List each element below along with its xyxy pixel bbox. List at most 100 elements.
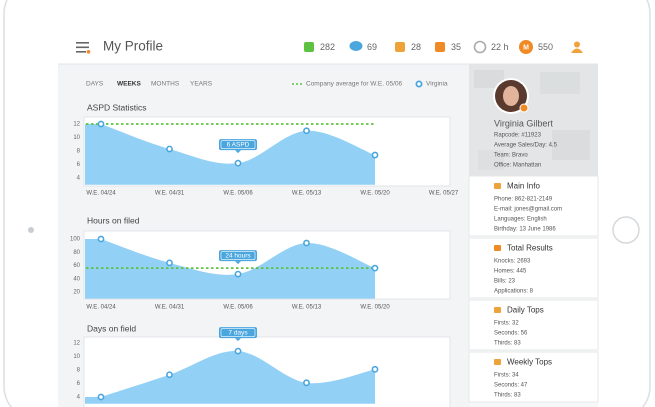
annotation-inner	[220, 140, 256, 149]
annotation-text: 24 hours	[225, 253, 251, 260]
data-point[interactable]	[303, 239, 310, 247]
data-point[interactable]	[97, 120, 105, 128]
home-button[interactable]	[612, 216, 640, 244]
period-tab[interactable]: WEEKS	[117, 81, 142, 88]
data-point[interactable]	[371, 365, 379, 373]
stat-icon	[304, 42, 314, 52]
annotation-pointer	[235, 150, 241, 154]
camera	[28, 227, 34, 233]
user-avatar	[519, 40, 533, 54]
profile-detail: Average Sales/Day: 4.5	[494, 143, 558, 149]
annotation-text: 6 ASPD	[227, 142, 250, 149]
annotation-pointer	[235, 338, 241, 342]
section-icon	[494, 183, 501, 189]
data-point[interactable]	[371, 264, 379, 272]
section-icon	[494, 245, 501, 251]
data-point[interactable]	[234, 347, 242, 355]
y-tick-label: 4	[77, 395, 81, 401]
section-icon	[494, 359, 501, 365]
stat-value: 282	[320, 42, 335, 52]
annotation-box	[219, 250, 257, 262]
section-item: Firsts: 34	[494, 373, 519, 379]
y-tick-label: 6	[77, 381, 81, 387]
data-point[interactable]	[97, 235, 105, 243]
stat-value: 35	[451, 42, 461, 52]
section-item: Seconds: 56	[494, 331, 528, 337]
menu-button[interactable]	[76, 42, 91, 54]
profile-detail: Rapcode: #11923	[494, 133, 542, 139]
y-tick-label: 6	[77, 162, 81, 168]
map-block	[478, 150, 504, 170]
section-item: Homes: 445	[494, 269, 527, 275]
stat-icon	[395, 42, 405, 52]
section-item: Firsts: 32	[494, 321, 519, 327]
period-tab[interactable]: DAYS	[86, 81, 104, 88]
section-item: Birthday: 13 June 1986	[494, 227, 556, 233]
data-point[interactable]	[234, 159, 242, 167]
annotation-inner	[220, 251, 256, 260]
avatar-face	[503, 86, 519, 106]
annotation-box	[219, 327, 257, 339]
data-point[interactable]	[97, 393, 105, 401]
data-point[interactable]	[303, 127, 310, 135]
profile-detail: Team: Bravo	[494, 153, 528, 159]
x-tick-label: W.E. 05/06	[223, 305, 253, 311]
stat-icon	[473, 40, 487, 54]
section-item: Applications: 8	[494, 289, 534, 295]
section-title: Daily Tops	[507, 306, 544, 315]
chart-title: ASPD Statistics	[87, 102, 147, 112]
data-point[interactable]	[166, 259, 173, 267]
section-title: Weekly Tops	[507, 358, 552, 367]
x-tick-label: W.E. 04/24	[86, 305, 116, 311]
annotation-text: 7 days	[228, 330, 248, 337]
info-section	[468, 351, 599, 403]
y-tick-label: 80	[73, 250, 80, 256]
section-item: Knocks: 2693	[494, 259, 531, 265]
annotation-box	[219, 139, 257, 151]
stat-icon	[435, 42, 445, 52]
legend-average-label: Company average for W.E. 05/06	[306, 81, 402, 88]
chart-title: Hours on filed	[87, 215, 140, 225]
menu-line	[76, 51, 86, 53]
profile-icon[interactable]	[574, 41, 580, 48]
section-item: Seconds: 47	[494, 383, 528, 389]
avatar-initial: M	[523, 44, 529, 51]
period-tab[interactable]: MONTHS	[151, 81, 180, 88]
y-tick-label: 40	[73, 276, 80, 282]
data-point[interactable]	[303, 379, 310, 387]
data-point[interactable]	[234, 270, 242, 278]
data-point[interactable]	[371, 151, 379, 159]
y-tick-label: 10	[73, 354, 80, 360]
x-tick-label: W.E. 05/20	[360, 191, 390, 197]
info-section	[468, 175, 599, 237]
x-tick-label: W.E. 04/31	[155, 191, 185, 197]
map-texture	[474, 70, 590, 170]
annotation: 24 hours	[219, 250, 257, 265]
area	[85, 239, 375, 299]
profile-icon	[571, 48, 583, 53]
profile-detail: Office: Manhattan	[494, 163, 541, 169]
y-tick-label: 4	[77, 176, 81, 182]
y-tick-label: 60	[73, 263, 80, 269]
area	[85, 124, 375, 185]
data-point[interactable]	[166, 371, 173, 379]
section-item: Thirds: 83	[494, 341, 521, 347]
period-tab[interactable]: YEARS	[190, 81, 213, 88]
y-tick-label: 8	[77, 368, 81, 374]
data-point[interactable]	[166, 145, 173, 153]
y-tick-label: 12	[73, 122, 80, 128]
section-item: E-mail: jones@gmail.com	[494, 207, 562, 213]
x-tick-label: W.E. 05/27	[429, 191, 459, 197]
x-tick-label: W.E. 05/20	[360, 305, 390, 311]
header-bar	[58, 30, 598, 64]
stat-value: 550	[538, 42, 553, 52]
x-tick-label: W.E. 05/13	[292, 191, 322, 197]
stat-value: 69	[367, 42, 377, 52]
section-title: Total Results	[507, 244, 553, 253]
map-block	[540, 72, 580, 94]
y-tick-label: 20	[73, 290, 80, 296]
section-icon	[494, 307, 501, 313]
x-tick-label: W.E. 05/06	[223, 191, 253, 197]
y-tick-label: 10	[73, 135, 80, 141]
